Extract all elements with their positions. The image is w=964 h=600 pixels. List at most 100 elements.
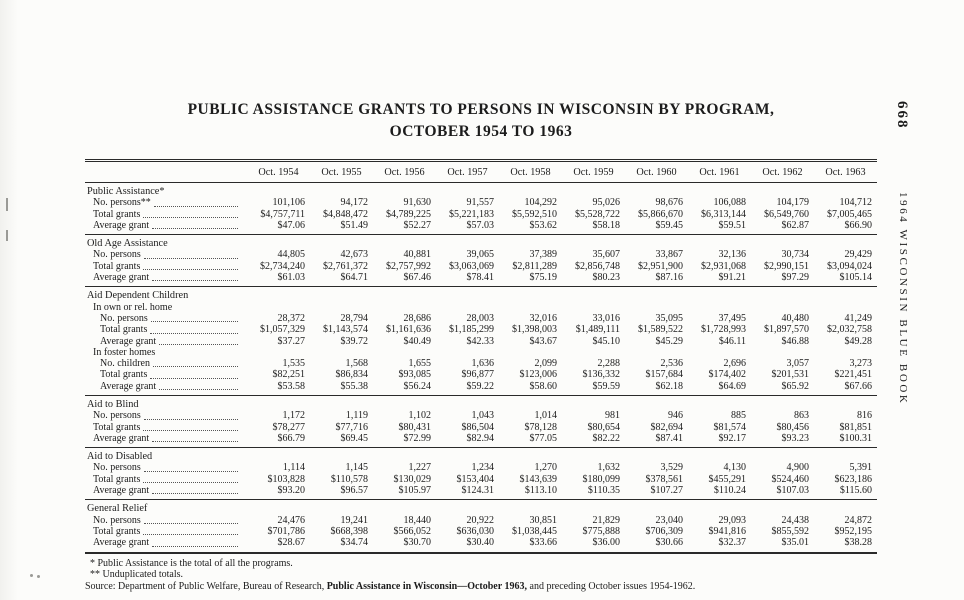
- value-cell: $5,592,510: [512, 208, 557, 220]
- row-label-cell: No. children: [85, 358, 247, 369]
- value-cell: 816: [857, 410, 872, 422]
- value-cell: $58.18: [592, 219, 621, 231]
- value-cell: $174,402: [708, 369, 747, 381]
- value-cell: $40.49: [403, 335, 432, 347]
- scan-artifact: [30, 574, 33, 577]
- value-cell: 95,026: [592, 197, 621, 209]
- value-cell: 23,040: [655, 514, 684, 526]
- row-label: Total grants: [100, 324, 148, 336]
- value-cell: 101,106: [272, 197, 306, 209]
- value-cell: $3,063,069: [449, 260, 494, 272]
- column-header: Oct. 1956: [373, 160, 436, 183]
- value-cell: 1,655: [408, 358, 432, 370]
- value-cell: $91.21: [718, 272, 747, 284]
- value-cell: $47.06: [277, 219, 306, 231]
- value-cell: $124.31: [461, 485, 495, 497]
- value-cell: 28,794: [340, 312, 369, 324]
- value-cell: $80.23: [592, 272, 621, 284]
- value-cell: $2,734,240: [260, 260, 305, 272]
- leader-dots: [143, 257, 238, 259]
- row-label: Average grant: [93, 537, 150, 549]
- subgroup-row: In own or rel. home: [85, 302, 877, 313]
- section-title-row: General Relief: [85, 499, 877, 515]
- value-cell: 40,881: [403, 249, 432, 261]
- value-cell: 1,227: [408, 462, 432, 474]
- value-cell: $32.37: [718, 537, 747, 549]
- value-cell: 91,557: [466, 197, 495, 209]
- column-header: Oct. 1957: [436, 160, 499, 183]
- value-cell: $105.97: [398, 485, 432, 497]
- value-cell: $2,856,748: [575, 260, 620, 272]
- value-cell: 39,065: [466, 249, 495, 261]
- main-column: PUBLIC ASSISTANCE GRANTS TO PERSONS IN W…: [85, 0, 877, 593]
- value-cell: $64.71: [340, 272, 369, 284]
- value-cell: 1,636: [471, 358, 495, 370]
- value-cell: $86,504: [461, 421, 495, 433]
- value-cell: $82,251: [272, 369, 306, 381]
- value-cell: 33,016: [592, 312, 621, 324]
- data-row: No. persons 44,805 42,673 40,881 39,065 37,38…: [85, 249, 877, 260]
- table-body: Public Assistance* No. persons** 101,106 94…: [85, 182, 877, 552]
- row-label-cell: Total grants: [85, 261, 247, 272]
- value-cell: 2,099: [534, 358, 558, 370]
- value-cell: $775,888: [582, 525, 621, 537]
- column-header: Oct. 1958: [499, 160, 562, 183]
- value-cell: $221,451: [834, 369, 873, 381]
- scan-artifact: [37, 575, 40, 578]
- value-cell: $75.19: [529, 272, 558, 284]
- subgroup-row: In foster homes: [85, 347, 877, 358]
- value-cell: $69.45: [340, 432, 369, 444]
- value-cell: $1,398,003: [512, 324, 557, 336]
- row-label: No. persons: [93, 249, 141, 261]
- leader-dots: [152, 441, 238, 443]
- leader-dots: [143, 470, 238, 472]
- value-cell: $130,029: [393, 473, 432, 485]
- value-cell: $110.24: [713, 485, 746, 497]
- value-cell: $37.27: [277, 335, 306, 347]
- leader-dots: [152, 493, 238, 495]
- value-cell: $35.01: [781, 537, 810, 549]
- value-cell: 19,241: [340, 514, 369, 526]
- value-cell: 42,673: [340, 249, 369, 261]
- value-cell: 4,130: [723, 462, 747, 474]
- value-cell: $566,052: [393, 525, 432, 537]
- value-cell: $3,094,024: [827, 260, 872, 272]
- row-label-cell: Total grants: [85, 209, 247, 220]
- column-header: Oct. 1960: [625, 160, 688, 183]
- value-cell: $201,531: [771, 369, 810, 381]
- row-label-cell: Total grants: [85, 324, 247, 335]
- value-cell: 30,734: [781, 249, 810, 261]
- value-cell: 104,712: [839, 197, 873, 209]
- data-row: No. persons 1,114 1,145 1,227 1,234 1,270 1,63…: [85, 462, 877, 473]
- leader-dots: [143, 522, 238, 524]
- pa-table: Oct. 1954 Oct. 1955 Oct. 1956 Oct. 1957 Oct.…: [85, 158, 877, 554]
- row-label-cell: Average grant: [85, 381, 247, 396]
- value-cell: $59.59: [592, 380, 621, 392]
- value-cell: $38.28: [844, 537, 873, 549]
- data-row: Average grant $28.67 $34.74 $30.70 $30.40 $33…: [85, 537, 877, 552]
- value-cell: 35,095: [655, 312, 684, 324]
- value-cell: $96,877: [461, 369, 495, 381]
- row-label: Total grants: [93, 525, 141, 537]
- value-cell: $62.87: [781, 219, 810, 231]
- data-row: Average grant $93.20 $96.57 $105.97 $124.31 $…: [85, 485, 877, 500]
- value-cell: 29,429: [844, 249, 873, 261]
- value-cell: 24,476: [277, 514, 306, 526]
- value-cell: $636,030: [456, 525, 495, 537]
- data-row: No. persons 1,172 1,119 1,102 1,043 1,014 981 9…: [85, 410, 877, 421]
- data-row: Total grants $1,057,329 $1,143,574 $1,161,6…: [85, 324, 877, 335]
- value-cell: $97.29: [781, 272, 810, 284]
- value-cell: $136,332: [582, 369, 621, 381]
- row-label: Average grant: [100, 380, 157, 392]
- value-cell: 2,288: [597, 358, 621, 370]
- section-title: General Relief: [85, 499, 877, 515]
- value-cell: $81,851: [839, 421, 873, 433]
- value-cell: 32,016: [529, 312, 558, 324]
- section-title-row: Old Age Assistance: [85, 234, 877, 250]
- value-cell: $96.57: [340, 485, 369, 497]
- value-cell: $378,561: [645, 473, 684, 485]
- value-cell: $36.00: [592, 537, 621, 549]
- side-running-title: 1964 WISCONSIN BLUE BOOK: [897, 192, 909, 406]
- value-cell: $53.58: [277, 380, 306, 392]
- value-cell: 98,676: [655, 197, 684, 209]
